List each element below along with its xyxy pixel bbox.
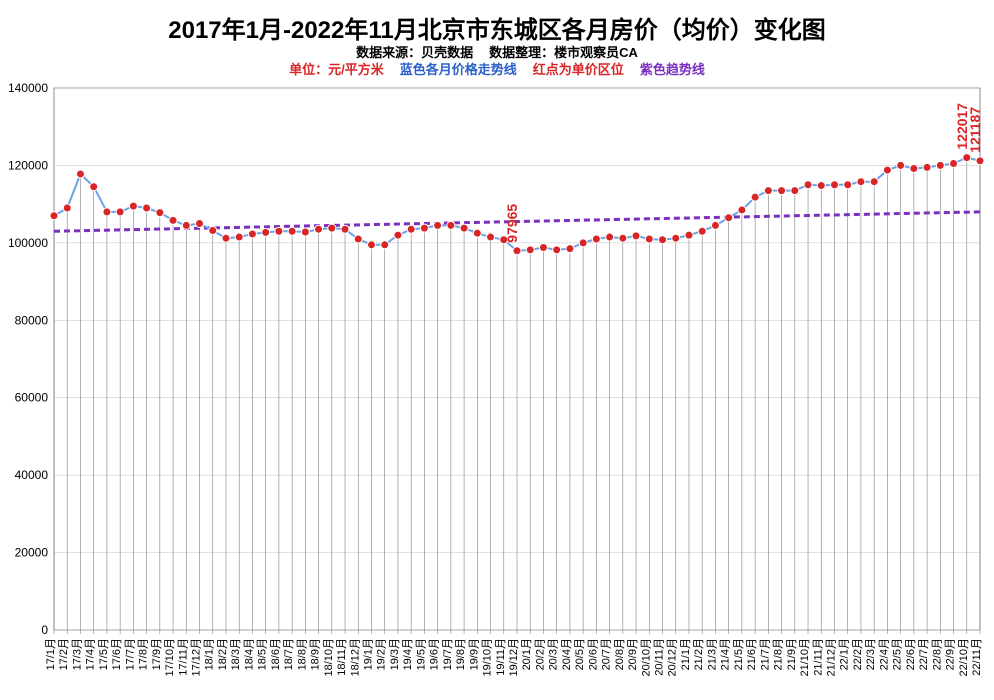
svg-text:21/3月: 21/3月 bbox=[706, 638, 718, 670]
svg-text:19/2月: 19/2月 bbox=[376, 638, 388, 670]
svg-text:19/11月: 19/11月 bbox=[495, 638, 507, 676]
svg-text:18/1月: 18/1月 bbox=[204, 638, 216, 670]
svg-text:21/4月: 21/4月 bbox=[720, 638, 732, 670]
svg-text:22/10月: 22/10月 bbox=[958, 638, 970, 677]
svg-text:22/8月: 22/8月 bbox=[931, 638, 943, 670]
svg-text:19/8月: 19/8月 bbox=[455, 638, 467, 670]
chart-container: 2017年1月-2022年11月北京市东城区各月房价（均价）变化图 数据来源：贝… bbox=[0, 0, 994, 700]
svg-text:18/5月: 18/5月 bbox=[257, 638, 269, 670]
svg-text:20/10月: 20/10月 bbox=[640, 638, 652, 677]
svg-text:18/3月: 18/3月 bbox=[230, 638, 242, 670]
svg-text:17/8月: 17/8月 bbox=[138, 638, 150, 670]
svg-text:21/8月: 21/8月 bbox=[773, 638, 785, 670]
svg-text:20/4月: 20/4月 bbox=[561, 638, 573, 670]
svg-text:20/12月: 20/12月 bbox=[667, 638, 679, 677]
svg-text:17/12月: 17/12月 bbox=[191, 638, 203, 677]
svg-text:20/3月: 20/3月 bbox=[548, 638, 560, 670]
svg-text:19/5月: 19/5月 bbox=[415, 638, 427, 670]
svg-text:21/11月: 21/11月 bbox=[812, 638, 824, 676]
svg-text:21/6月: 21/6月 bbox=[746, 638, 758, 670]
svg-text:140000: 140000 bbox=[8, 81, 48, 95]
svg-text:21/12月: 21/12月 bbox=[825, 638, 837, 677]
svg-text:22/3月: 22/3月 bbox=[865, 638, 877, 670]
svg-text:40000: 40000 bbox=[15, 468, 49, 482]
svg-text:80000: 80000 bbox=[15, 313, 49, 327]
svg-text:17/5月: 17/5月 bbox=[98, 638, 110, 670]
svg-text:17/1月: 17/1月 bbox=[45, 638, 57, 670]
svg-text:20/11月: 20/11月 bbox=[654, 638, 666, 676]
svg-text:19/10月: 19/10月 bbox=[482, 638, 494, 677]
svg-text:18/12月: 18/12月 bbox=[349, 638, 361, 677]
svg-text:19/1月: 19/1月 bbox=[362, 638, 374, 670]
svg-text:17/4月: 17/4月 bbox=[85, 638, 97, 670]
svg-text:18/10月: 18/10月 bbox=[323, 638, 335, 677]
svg-text:22/1月: 22/1月 bbox=[839, 638, 851, 670]
svg-text:20000: 20000 bbox=[15, 546, 49, 560]
svg-text:100000: 100000 bbox=[8, 236, 48, 250]
svg-text:19/4月: 19/4月 bbox=[402, 638, 414, 670]
svg-text:19/9月: 19/9月 bbox=[468, 638, 480, 670]
svg-text:22/2月: 22/2月 bbox=[852, 638, 864, 670]
svg-text:20/7月: 20/7月 bbox=[601, 638, 613, 670]
svg-text:18/2月: 18/2月 bbox=[217, 638, 229, 670]
svg-text:18/11月: 18/11月 bbox=[336, 638, 348, 676]
svg-text:21/10月: 21/10月 bbox=[799, 638, 811, 677]
svg-text:19/7月: 19/7月 bbox=[442, 638, 454, 670]
svg-text:17/2月: 17/2月 bbox=[58, 638, 70, 670]
svg-text:17/10月: 17/10月 bbox=[164, 638, 176, 677]
svg-text:18/9月: 18/9月 bbox=[310, 638, 322, 670]
svg-text:97965: 97965 bbox=[504, 204, 520, 243]
svg-text:22/7月: 22/7月 bbox=[918, 638, 930, 670]
svg-text:21/7月: 21/7月 bbox=[759, 638, 771, 670]
svg-text:17/3月: 17/3月 bbox=[71, 638, 83, 670]
svg-text:21/1月: 21/1月 bbox=[680, 638, 692, 670]
svg-text:18/8月: 18/8月 bbox=[296, 638, 308, 670]
svg-text:18/4月: 18/4月 bbox=[243, 638, 255, 670]
svg-text:18/6月: 18/6月 bbox=[270, 638, 282, 670]
svg-text:120000: 120000 bbox=[8, 158, 48, 172]
svg-text:0: 0 bbox=[41, 623, 48, 637]
svg-text:22/11月: 22/11月 bbox=[971, 638, 983, 676]
svg-text:20/9月: 20/9月 bbox=[627, 638, 639, 670]
chart-svg: 0 20000 40000 60000 80000 100000 120000 140000 1… bbox=[0, 0, 994, 700]
svg-text:22/4月: 22/4月 bbox=[878, 638, 890, 670]
svg-text:22/5月: 22/5月 bbox=[892, 638, 904, 670]
svg-text:121187: 121187 bbox=[967, 107, 983, 153]
svg-text:19/3月: 19/3月 bbox=[389, 638, 401, 670]
svg-text:19/12月: 19/12月 bbox=[508, 638, 520, 677]
svg-text:21/2月: 21/2月 bbox=[693, 638, 705, 670]
svg-text:21/5月: 21/5月 bbox=[733, 638, 745, 670]
svg-text:22/6月: 22/6月 bbox=[905, 638, 917, 670]
svg-text:20/2月: 20/2月 bbox=[534, 638, 546, 670]
svg-text:18/7月: 18/7月 bbox=[283, 638, 295, 670]
svg-text:19/6月: 19/6月 bbox=[429, 638, 441, 670]
svg-text:20/1月: 20/1月 bbox=[521, 638, 533, 670]
svg-text:22/9月: 22/9月 bbox=[945, 638, 957, 670]
svg-text:17/7月: 17/7月 bbox=[124, 638, 136, 670]
svg-text:21/9月: 21/9月 bbox=[786, 638, 798, 670]
svg-text:60000: 60000 bbox=[15, 391, 49, 405]
svg-text:17/6月: 17/6月 bbox=[111, 638, 123, 670]
svg-text:20/5月: 20/5月 bbox=[574, 638, 586, 670]
svg-text:20/6月: 20/6月 bbox=[587, 638, 599, 670]
svg-text:20/8月: 20/8月 bbox=[614, 638, 626, 670]
svg-text:17/11月: 17/11月 bbox=[177, 638, 189, 676]
svg-text:17/9月: 17/9月 bbox=[151, 638, 163, 670]
